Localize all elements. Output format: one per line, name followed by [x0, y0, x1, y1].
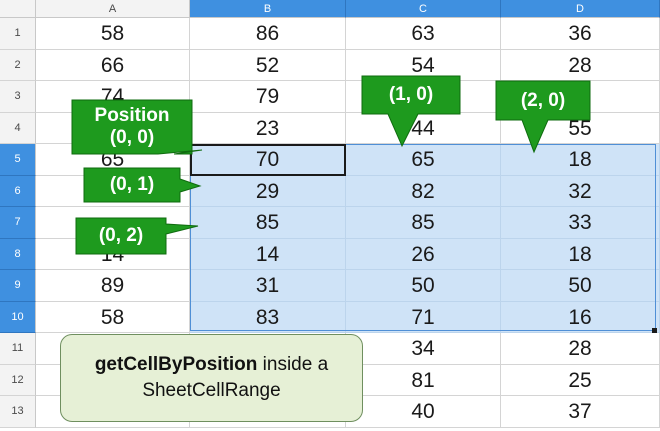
cell-b9[interactable]: 31 — [190, 270, 346, 302]
cell-a1[interactable]: 58 — [36, 18, 190, 50]
cell-c10[interactable]: 71 — [346, 301, 501, 333]
cell-d11[interactable]: 28 — [501, 333, 660, 365]
cell-b2[interactable]: 52 — [190, 49, 346, 81]
row-header-13[interactable]: 13 — [0, 396, 36, 428]
autofill-handle[interactable] — [652, 328, 657, 333]
row-header-4[interactable]: 4 — [0, 112, 36, 144]
cell-b10[interactable]: 83 — [190, 301, 346, 333]
cell-a9[interactable]: 89 — [36, 270, 190, 302]
cell-c12[interactable]: 81 — [346, 364, 501, 396]
cell-b8[interactable]: 14 — [190, 238, 346, 270]
cell-b5[interactable]: 70 — [190, 144, 346, 176]
row-header-7[interactable]: 7 — [0, 207, 36, 239]
cell-b7[interactable]: 85 — [190, 207, 346, 239]
summary-callout: getCellByPosition inside a SheetCellRang… — [60, 334, 363, 422]
cell-c11[interactable]: 34 — [346, 333, 501, 365]
cell-a10[interactable]: 58 — [36, 301, 190, 333]
cell-c8[interactable]: 26 — [346, 238, 501, 270]
cell-c1[interactable]: 63 — [346, 18, 501, 50]
cell-c9[interactable]: 50 — [346, 270, 501, 302]
callout-p10-label: (1, 0) — [388, 84, 434, 105]
callout-p01-label: (0, 1) — [109, 174, 155, 195]
row-header-5[interactable]: 5 — [0, 144, 36, 176]
row-header-2[interactable]: 2 — [0, 49, 36, 81]
callout-p20-label: (2, 0) — [520, 89, 566, 111]
column-header-b[interactable]: B — [190, 0, 346, 18]
cell-d6[interactable]: 32 — [501, 175, 660, 207]
cell-c13[interactable]: 40 — [346, 396, 501, 428]
row-header-12[interactable]: 12 — [0, 364, 36, 396]
cell-c6[interactable]: 82 — [346, 175, 501, 207]
cell-d12[interactable]: 25 — [501, 364, 660, 396]
cell-b1[interactable]: 86 — [190, 18, 346, 50]
cell-d9[interactable]: 50 — [501, 270, 660, 302]
callout-p02-label: (0, 2) — [98, 225, 144, 246]
cell-c5[interactable]: 65 — [346, 144, 501, 176]
callout-position-label: Position (0, 0) — [94, 105, 170, 148]
cell-c7[interactable]: 85 — [346, 207, 501, 239]
column-header-d[interactable]: D — [501, 0, 660, 18]
row-header-8[interactable]: 8 — [0, 238, 36, 270]
cell-c4[interactable]: 44 — [346, 112, 501, 144]
row-header-1[interactable]: 1 — [0, 18, 36, 50]
column-header-c[interactable]: C — [346, 0, 501, 18]
row-header-11[interactable]: 11 — [0, 333, 36, 365]
cell-b6[interactable]: 29 — [190, 175, 346, 207]
cell-d7[interactable]: 33 — [501, 207, 660, 239]
cell-b3[interactable]: 79 — [190, 81, 346, 113]
cell-d10[interactable]: 16 — [501, 301, 660, 333]
cell-d5[interactable]: 18 — [501, 144, 660, 176]
summary-text: getCellByPosition inside a SheetCellRang… — [61, 352, 362, 404]
summary-method-name: getCellByPosition — [94, 354, 258, 375]
row-header-9[interactable]: 9 — [0, 270, 36, 302]
row-header-3[interactable]: 3 — [0, 81, 36, 113]
column-header-a[interactable]: A — [36, 0, 190, 18]
cell-a2[interactable]: 66 — [36, 49, 190, 81]
summary-rest-text: inside a SheetCellRange — [142, 354, 329, 401]
cell-d2[interactable]: 28 — [501, 49, 660, 81]
select-all-corner[interactable] — [0, 0, 36, 18]
cell-d13[interactable]: 37 — [501, 396, 660, 428]
row-header-6[interactable]: 6 — [0, 175, 36, 207]
cell-b4[interactable]: 23 — [190, 112, 346, 144]
row-header-10[interactable]: 10 — [0, 301, 36, 333]
cell-d1[interactable]: 36 — [501, 18, 660, 50]
cell-d8[interactable]: 18 — [501, 238, 660, 270]
